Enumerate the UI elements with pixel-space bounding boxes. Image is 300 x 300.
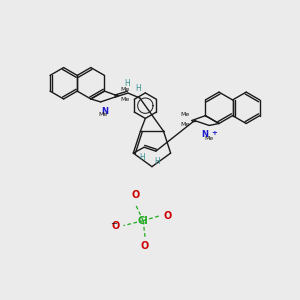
Text: Cl: Cl bbox=[138, 216, 148, 226]
Text: Me: Me bbox=[180, 112, 190, 117]
Text: Me: Me bbox=[120, 87, 129, 92]
Text: H: H bbox=[154, 157, 160, 166]
Text: +: + bbox=[211, 130, 217, 136]
Text: −: − bbox=[110, 219, 117, 228]
Text: O: O bbox=[141, 241, 149, 251]
Text: O: O bbox=[164, 211, 172, 221]
Text: N: N bbox=[201, 130, 208, 140]
Text: H: H bbox=[139, 153, 145, 162]
Text: N: N bbox=[102, 107, 109, 116]
Text: O: O bbox=[111, 220, 120, 231]
Text: H: H bbox=[124, 79, 130, 88]
Text: H: H bbox=[135, 84, 141, 93]
Text: Me: Me bbox=[180, 122, 190, 127]
Text: Me: Me bbox=[205, 136, 214, 141]
Text: O: O bbox=[131, 190, 140, 200]
Text: Me: Me bbox=[99, 112, 108, 117]
Text: Me: Me bbox=[120, 97, 129, 102]
